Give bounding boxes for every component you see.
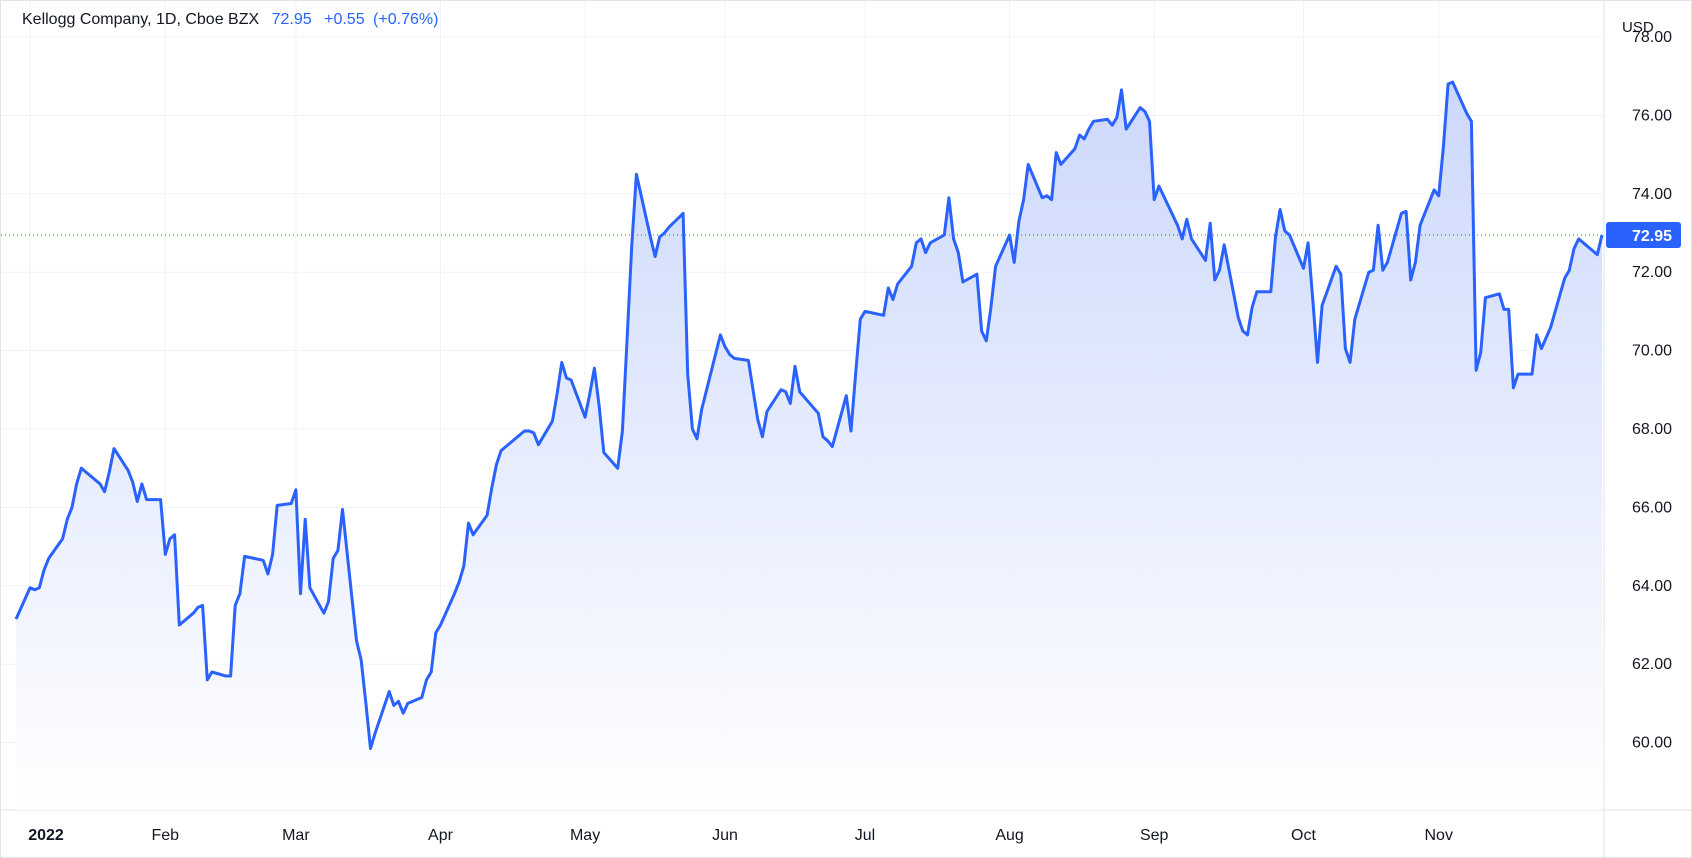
last-price-badge: 72.95	[1606, 221, 1681, 248]
time-tick-label: 2022	[28, 827, 64, 844]
price-area-fill	[16, 82, 1602, 811]
time-scale[interactable]: 2022 Feb Mar Apr May Jun Jul Aug Sep Oct Nov	[28, 827, 1453, 844]
price-tick-label: 78.00	[1632, 29, 1672, 46]
time-tick-label: Mar	[282, 827, 310, 844]
chart-legend: Kellogg Company, 1D, Cboe BZX 72.95 +0.5…	[22, 11, 438, 29]
price-tick-label: 60.00	[1632, 735, 1672, 752]
time-tick-label: Sep	[1140, 827, 1169, 844]
last-price-value: 72.95	[271, 11, 312, 28]
legend-sep-2: ,	[176, 11, 186, 28]
price-tick-label: 64.00	[1632, 578, 1672, 595]
time-tick-label: Apr	[428, 827, 454, 844]
price-tick-label: 66.00	[1632, 499, 1672, 516]
time-tick-label: Jun	[712, 827, 738, 844]
price-tick-label: 74.00	[1632, 186, 1672, 203]
exchange-label: Cboe BZX	[185, 11, 260, 28]
price-tick-label: 76.00	[1632, 107, 1672, 124]
time-tick-label: Aug	[995, 827, 1023, 844]
interval-label[interactable]: 1D	[156, 11, 177, 28]
last-price-badge-text: 72.95	[1632, 228, 1672, 245]
time-tick-label: Jul	[855, 827, 875, 844]
symbol-name[interactable]: Kellogg Company	[22, 11, 148, 28]
price-tick-label: 62.00	[1632, 656, 1672, 673]
price-tick-label: 68.00	[1632, 421, 1672, 438]
last-price-badge-bg	[1606, 221, 1681, 248]
time-tick-label: Oct	[1291, 827, 1316, 844]
price-line[interactable]	[14, 80, 1604, 750]
price-change: +0.55	[324, 11, 365, 28]
price-tick-label: 70.00	[1632, 343, 1672, 360]
time-tick-label: Feb	[151, 827, 179, 844]
currency-label: USD	[1622, 19, 1654, 36]
time-tick-label: Nov	[1425, 827, 1453, 844]
time-tick-label: May	[570, 827, 600, 844]
price-scale[interactable]: 60.00 62.00 64.00 66.00 68.00 70.00 72.00 74.00…	[1632, 29, 1672, 752]
price-tick-label: 72.00	[1632, 264, 1672, 281]
price-change-pct: (+0.76%)	[373, 11, 439, 28]
legend-sep-1: ,	[147, 11, 156, 28]
